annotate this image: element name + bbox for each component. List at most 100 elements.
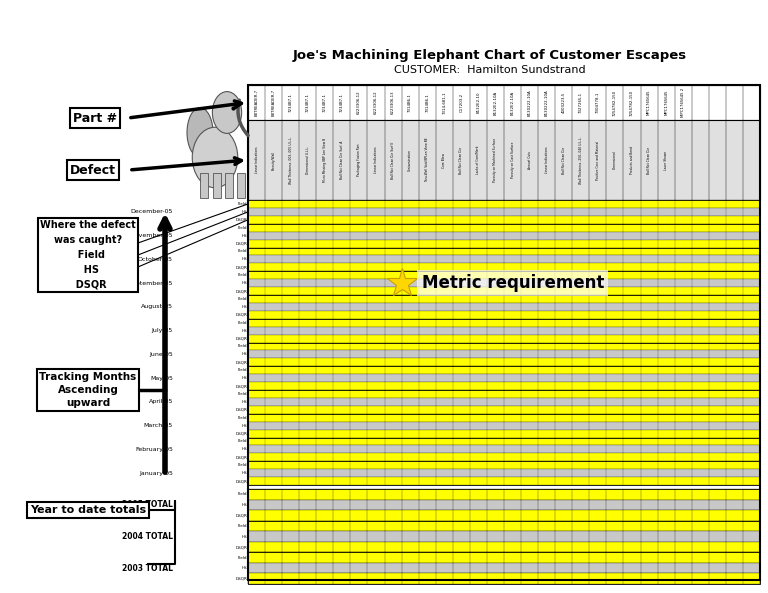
Text: Metric requirement: Metric requirement bbox=[422, 274, 604, 292]
Text: Defect: Defect bbox=[70, 164, 116, 177]
Bar bbox=[237, 173, 245, 197]
Text: Tracking Months
Ascending
upward: Tracking Months Ascending upward bbox=[39, 372, 137, 408]
Text: MPC1765645: MPC1765645 bbox=[664, 90, 668, 115]
Text: DSQR: DSQR bbox=[235, 289, 247, 293]
Text: HS: HS bbox=[241, 400, 247, 404]
Bar bbox=[248, 216, 760, 224]
Text: HS: HS bbox=[241, 376, 247, 380]
Text: HS: HS bbox=[241, 503, 247, 507]
Text: Ball Not Clean Die Surf E: Ball Not Clean Die Surf E bbox=[391, 141, 395, 178]
Text: 7314B6-1: 7314B6-1 bbox=[408, 93, 412, 112]
Text: DSQR: DSQR bbox=[235, 361, 247, 364]
Text: 7254782-150: 7254782-150 bbox=[613, 90, 617, 116]
Text: 7304778-1: 7304778-1 bbox=[596, 92, 600, 113]
Text: Wall Thickness .003-.005 U.L.L.: Wall Thickness .003-.005 U.L.L. bbox=[289, 136, 293, 184]
Text: Field: Field bbox=[237, 492, 247, 496]
Bar bbox=[248, 224, 760, 232]
Text: Field: Field bbox=[237, 368, 247, 372]
Text: Field: Field bbox=[237, 250, 247, 253]
Text: Joe's Machining Elephant Chart of Customer Escapes: Joe's Machining Elephant Chart of Custom… bbox=[293, 49, 687, 62]
Bar bbox=[248, 247, 760, 256]
Bar bbox=[248, 208, 760, 216]
Bar bbox=[248, 552, 760, 563]
Text: DSQR: DSQR bbox=[235, 313, 247, 317]
Bar bbox=[248, 319, 760, 327]
Text: HS: HS bbox=[241, 352, 247, 356]
Text: June-05: June-05 bbox=[149, 352, 173, 357]
Bar bbox=[248, 469, 760, 477]
Bar bbox=[248, 414, 760, 422]
Text: 7234B7-1: 7234B7-1 bbox=[340, 93, 344, 112]
Text: October-05: October-05 bbox=[138, 257, 173, 262]
Text: B130222-10A: B130222-10A bbox=[528, 89, 531, 116]
Text: Field: Field bbox=[237, 226, 247, 229]
Bar bbox=[248, 120, 760, 200]
Text: July-05: July-05 bbox=[152, 328, 173, 333]
Bar bbox=[248, 334, 760, 343]
Text: DSQR: DSQR bbox=[235, 479, 247, 483]
Bar bbox=[248, 247, 760, 271]
Text: Dimensional: Dimensional bbox=[613, 151, 617, 170]
Text: Field: Field bbox=[237, 321, 247, 325]
Bar bbox=[248, 438, 760, 461]
Text: Field: Field bbox=[237, 297, 247, 301]
Text: 7234B7-1: 7234B7-1 bbox=[306, 93, 310, 112]
Bar bbox=[248, 429, 760, 438]
Bar bbox=[248, 521, 760, 531]
Bar bbox=[248, 85, 760, 120]
Text: DSQR: DSQR bbox=[235, 432, 247, 435]
Text: Part #: Part # bbox=[73, 111, 117, 125]
Bar bbox=[248, 224, 760, 247]
Bar bbox=[248, 366, 760, 374]
Text: 7254782-150: 7254782-150 bbox=[630, 90, 634, 116]
Text: Core Blew: Core Blew bbox=[442, 152, 446, 167]
Text: Field: Field bbox=[237, 392, 247, 396]
Bar bbox=[248, 461, 760, 485]
Text: HS: HS bbox=[241, 234, 247, 238]
Bar bbox=[248, 414, 760, 438]
Bar bbox=[200, 173, 208, 197]
Text: 7234B7-1: 7234B7-1 bbox=[289, 93, 293, 112]
Text: CUSTOMER:  Hamilton Sundstrand: CUSTOMER: Hamilton Sundstrand bbox=[394, 65, 586, 75]
Text: Ball Not Clean Die: Ball Not Clean Die bbox=[459, 146, 463, 174]
Bar bbox=[248, 406, 760, 414]
Bar bbox=[248, 398, 760, 406]
Ellipse shape bbox=[213, 91, 242, 133]
Bar bbox=[248, 563, 760, 573]
Text: Field: Field bbox=[237, 439, 247, 444]
Bar bbox=[248, 271, 760, 295]
Bar bbox=[248, 489, 760, 521]
Text: HS: HS bbox=[241, 423, 247, 428]
Bar bbox=[248, 438, 760, 445]
Bar bbox=[248, 343, 760, 350]
Bar bbox=[225, 173, 233, 197]
Bar bbox=[248, 303, 760, 311]
Text: Field: Field bbox=[237, 202, 247, 206]
Bar bbox=[248, 542, 760, 552]
Text: DSQR: DSQR bbox=[235, 545, 247, 549]
Text: Year to date totals: Year to date totals bbox=[30, 505, 146, 515]
Text: Contamination: Contamination bbox=[408, 149, 412, 171]
Bar bbox=[248, 366, 760, 390]
Text: Field: Field bbox=[237, 345, 247, 349]
Text: B130222-10A: B130222-10A bbox=[545, 89, 548, 116]
Text: August-05: August-05 bbox=[141, 304, 173, 310]
Text: 2004 TOTAL: 2004 TOTAL bbox=[122, 532, 173, 541]
Text: DSQR: DSQR bbox=[235, 337, 247, 340]
Text: Annual Cuts: Annual Cuts bbox=[528, 151, 531, 169]
Text: September-05: September-05 bbox=[128, 280, 173, 286]
Bar bbox=[248, 85, 760, 580]
Text: January-05: January-05 bbox=[139, 471, 173, 476]
Text: 2005 TOTAL: 2005 TOTAL bbox=[122, 500, 173, 509]
Bar bbox=[248, 358, 760, 366]
Ellipse shape bbox=[187, 108, 213, 157]
Bar bbox=[248, 422, 760, 429]
Text: Field: Field bbox=[237, 524, 247, 528]
Text: 7314-681-1: 7314-681-1 bbox=[442, 91, 446, 114]
Text: Thru-Wall Void BPLen View BE: Thru-Wall Void BPLen View BE bbox=[425, 138, 429, 182]
Bar bbox=[248, 295, 760, 303]
Text: DSQR: DSQR bbox=[235, 455, 247, 460]
Text: HS: HS bbox=[241, 281, 247, 285]
Bar bbox=[248, 350, 760, 358]
Bar bbox=[248, 343, 760, 366]
